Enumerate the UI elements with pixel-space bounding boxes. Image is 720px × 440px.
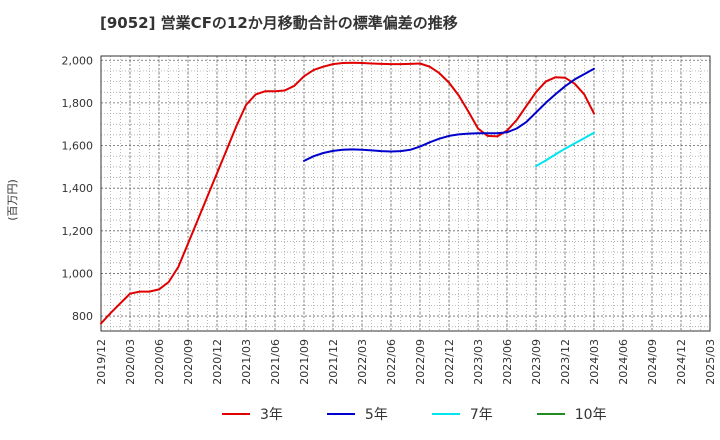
legend-label: 5年 xyxy=(364,407,388,423)
legend-swatch xyxy=(222,413,250,415)
chart-title: [9052] 営業CFの12か月移動合計の標準偏差の推移 xyxy=(100,14,458,32)
x-tick-label: 2024/12 xyxy=(675,339,688,385)
x-tick-label: 2020/12 xyxy=(211,339,224,385)
x-tick-label: 2023/06 xyxy=(501,339,514,385)
legend-item: 5年 xyxy=(326,404,388,424)
y-tick-label: 1,600 xyxy=(62,140,94,153)
x-tick-label: 2021/03 xyxy=(240,339,253,385)
x-tick-label: 2024/06 xyxy=(617,339,630,385)
x-tick-label: 2024/09 xyxy=(646,339,659,385)
x-tick-label: 2021/12 xyxy=(327,339,340,385)
y-axis: 800 1,000 1,200 1,400 1,600 1,800 2,000 xyxy=(62,54,94,323)
legend-item: 3年 xyxy=(222,404,283,424)
x-tick-label: 2023/12 xyxy=(559,339,572,385)
x-axis: 2019/12 2020/03 2020/06 2020/09 2020/12 2021/… xyxy=(95,339,717,385)
y-tick-label: 1,200 xyxy=(62,225,94,238)
legend-swatch xyxy=(326,413,355,415)
series-line-7年 xyxy=(535,131,595,168)
x-tick-label: 2025/03 xyxy=(704,339,717,385)
legend-item: 10年 xyxy=(536,404,607,424)
series-line-3年 xyxy=(100,61,595,325)
series-layer xyxy=(100,61,595,325)
grid-layer xyxy=(100,56,711,331)
legend-label: 10年 xyxy=(574,407,607,423)
x-tick-label: 2020/03 xyxy=(124,339,137,385)
legend-label: 3年 xyxy=(260,407,283,423)
x-tick-label: 2023/03 xyxy=(472,339,485,385)
plot-frame xyxy=(100,55,711,332)
legend-label: 7年 xyxy=(469,407,493,423)
legend-swatch xyxy=(431,413,460,415)
legend: 3年 5年 7年 10年 xyxy=(222,404,651,424)
x-tick-label: 2020/09 xyxy=(182,339,195,385)
legend-swatch xyxy=(536,413,565,415)
y-tick-label: 1,400 xyxy=(62,182,94,195)
legend-item: 7年 xyxy=(431,404,493,424)
y-tick-label: 2,000 xyxy=(62,54,94,67)
x-tick-label: 2021/06 xyxy=(269,339,282,385)
y-axis-label: (百万円) xyxy=(6,179,19,221)
x-tick-label: 2022/12 xyxy=(443,339,456,385)
x-tick-label: 2022/03 xyxy=(356,339,369,385)
x-tick-label: 2022/06 xyxy=(385,339,398,385)
x-tick-label: 2022/09 xyxy=(414,339,427,385)
x-tick-label: 2019/12 xyxy=(95,339,108,385)
x-tick-label: 2020/06 xyxy=(153,339,166,385)
y-tick-label: 1,000 xyxy=(62,267,94,280)
x-tick-label: 2024/03 xyxy=(588,339,601,385)
y-tick-label: 1,800 xyxy=(62,97,94,110)
x-tick-label: 2023/09 xyxy=(530,339,543,385)
x-tick-label: 2021/09 xyxy=(298,339,311,385)
series-line-5年 xyxy=(303,67,595,162)
y-tick-label: 800 xyxy=(72,310,93,323)
